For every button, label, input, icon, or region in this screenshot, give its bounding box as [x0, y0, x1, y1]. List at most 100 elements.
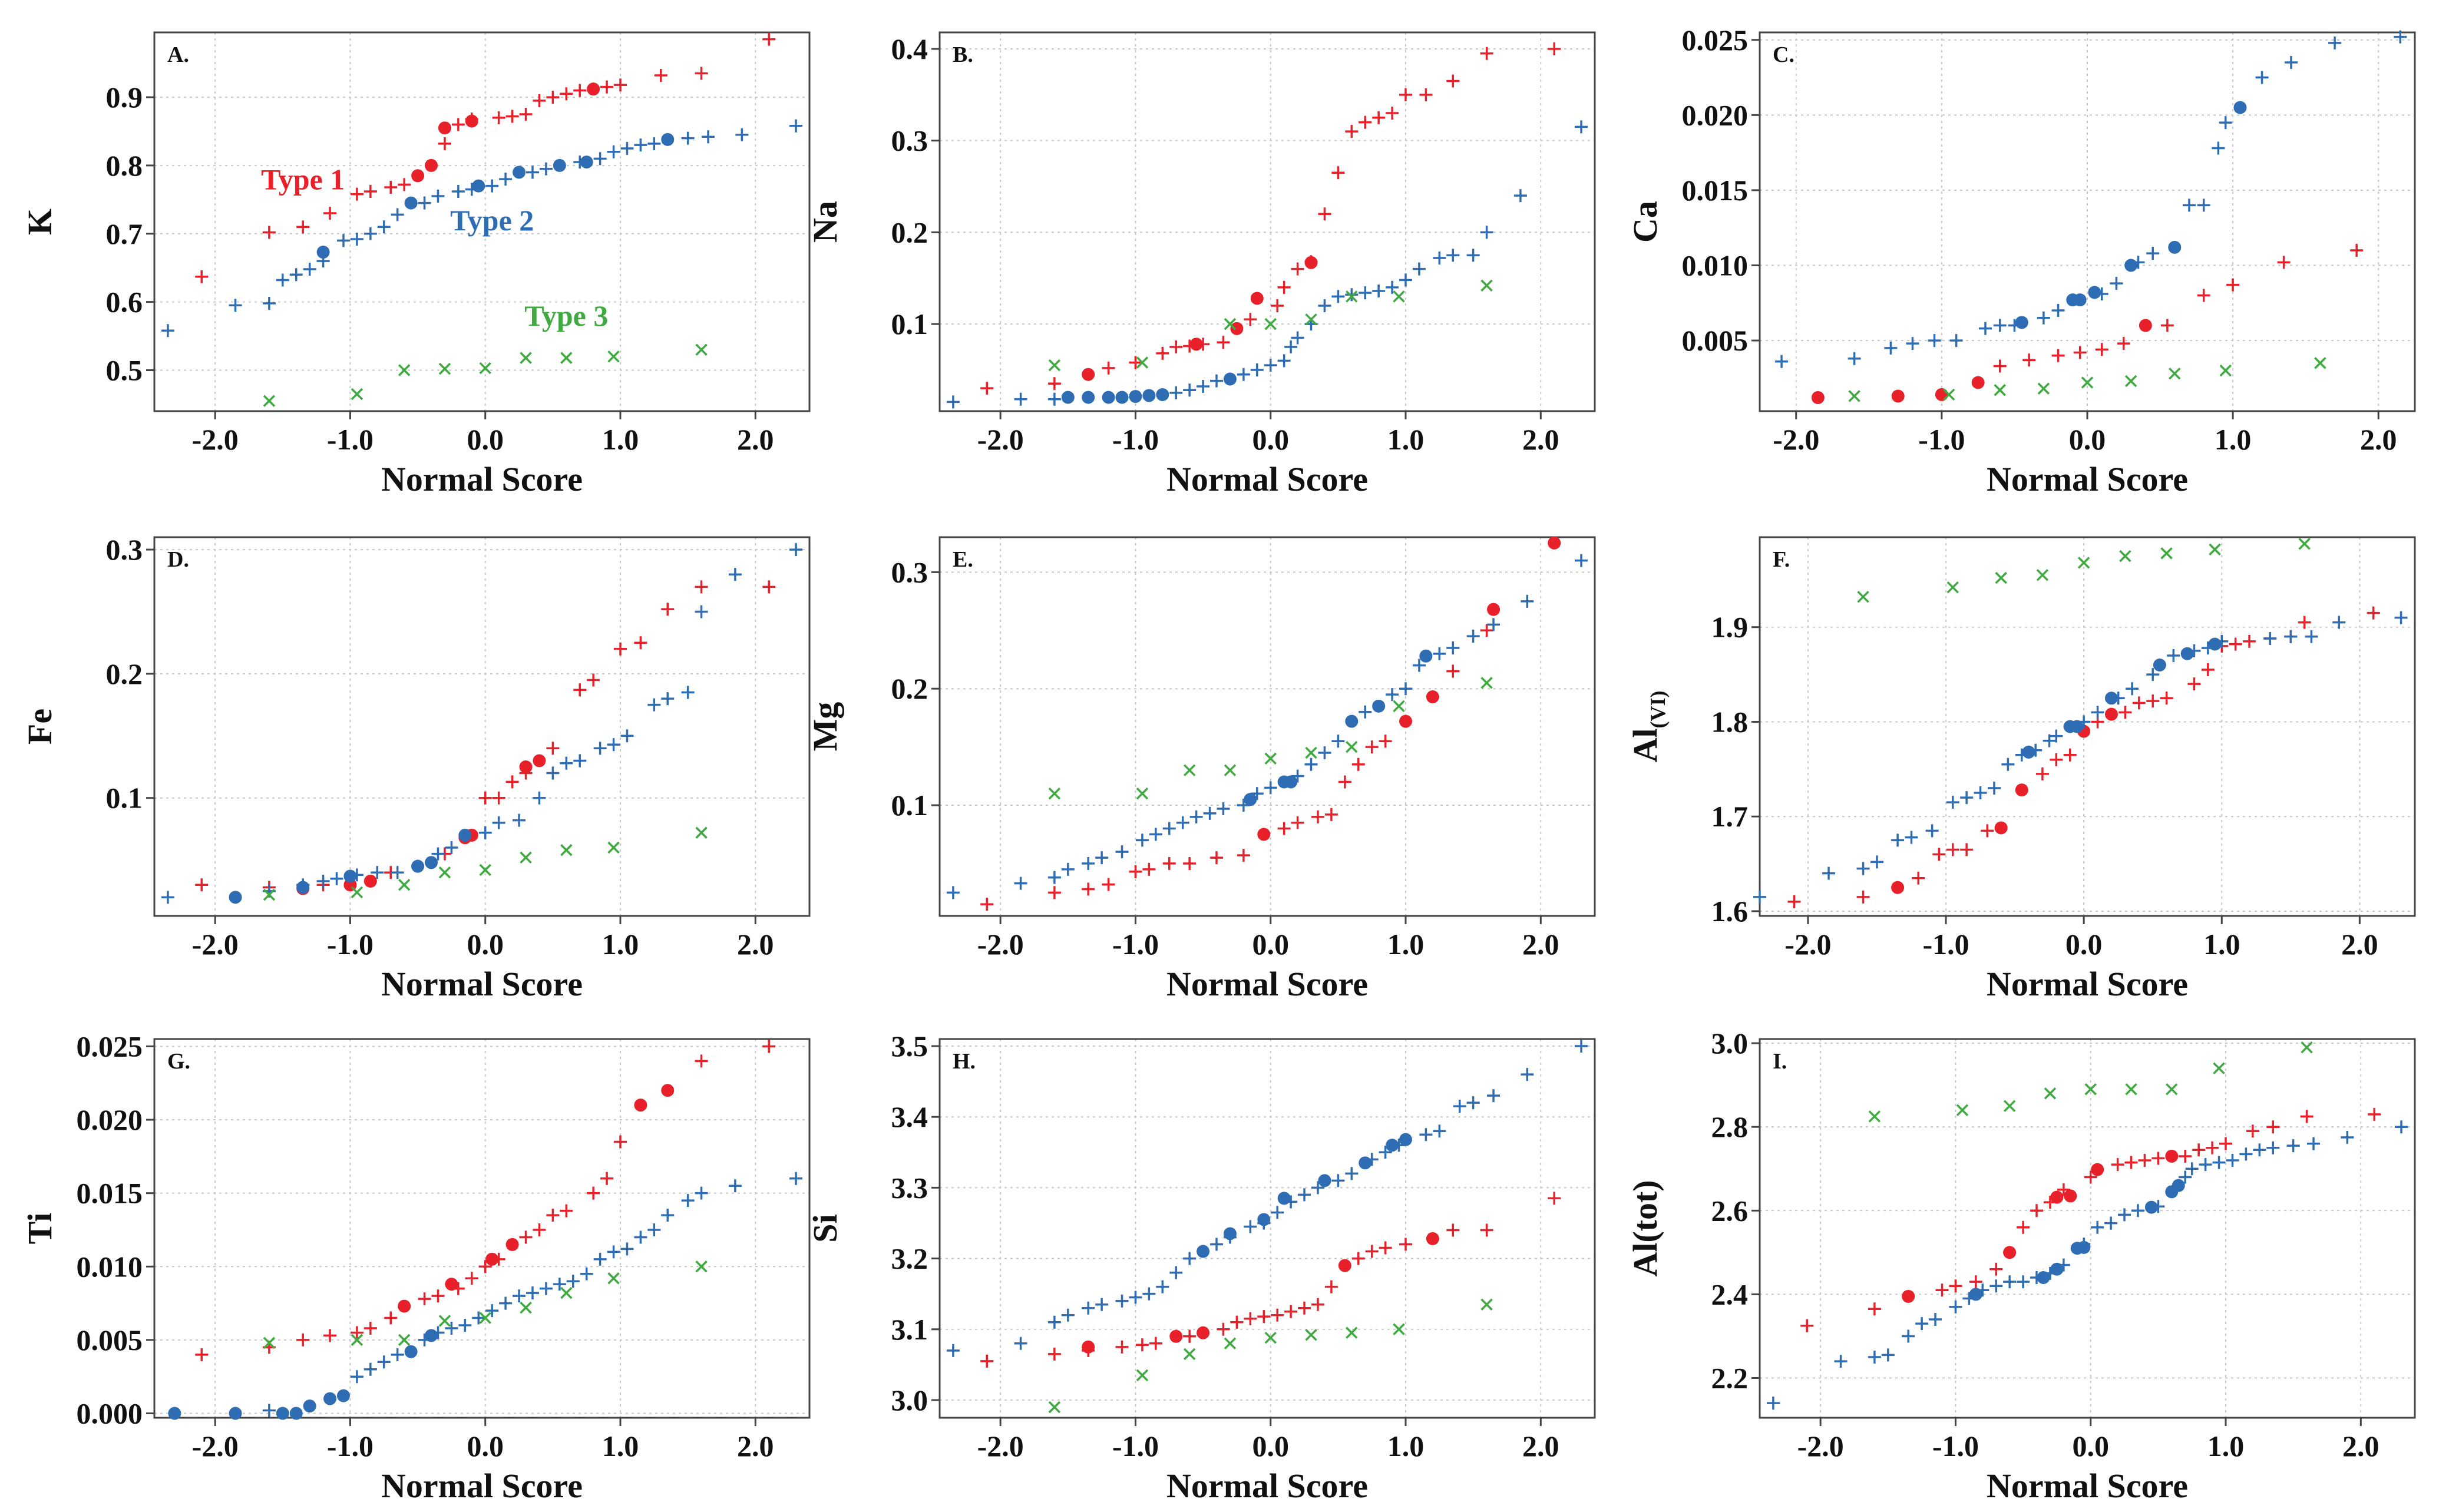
data-point-dot — [1082, 1340, 1095, 1354]
data-point-plus — [1331, 166, 1345, 180]
data-point-plus — [2095, 343, 2108, 356]
data-point-plus — [634, 636, 647, 650]
data-point-plus — [1291, 331, 1304, 345]
x-tick-label: -1.0 — [1918, 423, 1965, 456]
data-point-plus — [1129, 865, 1142, 878]
data-point-plus — [1264, 359, 1277, 372]
data-point-plus — [1446, 641, 1460, 654]
data-point-dot — [1257, 1213, 1271, 1226]
data-point-plus — [1379, 1241, 1392, 1255]
data-point-plus — [695, 580, 708, 594]
data-point-cross — [1393, 700, 1405, 713]
data-point-dot — [2003, 1246, 2017, 1259]
data-point-plus — [980, 1354, 994, 1368]
data-point-plus — [1386, 280, 1399, 294]
data-point-cross — [263, 395, 276, 407]
data-point-plus — [1521, 1068, 1534, 1081]
data-point-plus — [363, 184, 377, 198]
data-point-plus — [789, 1172, 803, 1185]
data-point-plus — [1149, 828, 1162, 841]
data-point-plus — [728, 1179, 742, 1193]
data-point-dot — [1487, 603, 1501, 616]
data-point-plus — [1575, 120, 1588, 134]
data-point-plus — [1271, 1206, 1284, 1219]
x-tick-label: 2.0 — [1522, 928, 1559, 961]
data-point-plus — [2084, 1170, 2097, 1184]
data-point-plus — [1575, 554, 1588, 567]
data-point-plus — [2179, 1149, 2192, 1163]
data-point-plus — [2126, 682, 2139, 696]
data-point-cross — [2298, 538, 2311, 550]
data-point-plus — [2035, 767, 2049, 780]
data-point-dot — [1399, 714, 1413, 728]
data-point-plus — [1974, 786, 1987, 800]
x-tick-label: -1.0 — [327, 1430, 374, 1463]
data-point-plus — [634, 138, 647, 152]
data-point-cross — [2044, 1087, 2057, 1100]
data-point-plus — [1379, 735, 1392, 748]
series-annotation: Type 3 — [524, 299, 608, 332]
data-point-plus — [1372, 284, 1386, 298]
data-point-cross — [2036, 569, 2049, 581]
x-tick-label: -1.0 — [327, 928, 374, 961]
data-point-dot — [425, 856, 438, 869]
data-point-plus — [492, 791, 505, 805]
data-point-dot — [1250, 292, 1264, 305]
data-point-plus — [519, 1230, 533, 1244]
data-point-cross — [2166, 1083, 2178, 1096]
data-point-dot — [1372, 699, 1386, 713]
data-point-plus — [2298, 616, 2311, 629]
x-tick-label: -1.0 — [1112, 1430, 1159, 1463]
y-axis-title: Si — [806, 1214, 844, 1242]
data-point-cross — [438, 362, 451, 375]
series-type-2 — [1753, 611, 2408, 904]
data-point-plus — [2239, 1147, 2253, 1161]
data-point-cross — [1305, 313, 1317, 326]
data-point-dot — [303, 1399, 316, 1413]
data-point-plus — [1884, 341, 1898, 355]
data-point-plus — [1277, 822, 1291, 835]
data-point-cross — [438, 1315, 451, 1327]
data-point-plus — [539, 1282, 553, 1295]
data-point-plus — [634, 1230, 647, 1244]
y-tick-label: 2.8 — [1711, 1110, 1749, 1143]
data-point-plus — [2001, 757, 2015, 771]
data-point-plus — [2199, 1158, 2212, 1172]
data-point-plus — [1176, 816, 1189, 829]
data-point-dot — [2153, 659, 2166, 672]
data-point-plus — [1365, 1245, 1379, 1258]
data-point-plus — [391, 1348, 404, 1361]
data-point-plus — [1047, 886, 1061, 899]
data-point-plus — [336, 234, 350, 247]
data-point-cross — [607, 841, 620, 854]
data-point-cross — [607, 1272, 620, 1285]
data-point-cross — [351, 1334, 363, 1346]
y-tick-label: 0.020 — [77, 1103, 143, 1136]
data-point-plus — [1480, 47, 1493, 60]
data-point-plus — [533, 94, 546, 107]
x-axis-title: Normal Score — [1166, 965, 1368, 1003]
data-point-plus — [1487, 1089, 1501, 1103]
data-point-dot — [1230, 322, 1244, 335]
data-point-cross — [560, 1286, 573, 1299]
data-point-dot — [1971, 376, 1985, 389]
x-tick-label: 1.0 — [1387, 423, 1425, 456]
data-point-plus — [1881, 1348, 1895, 1362]
data-point-plus — [1115, 845, 1129, 859]
data-point-plus — [2118, 706, 2132, 719]
data-point-plus — [384, 1311, 398, 1325]
data-point-plus — [1480, 226, 1493, 239]
data-point-cross — [2160, 547, 2173, 560]
data-point-plus — [1513, 189, 1527, 203]
series-type-3 — [263, 826, 708, 901]
data-point-cross — [695, 1260, 708, 1273]
data-point-plus — [1142, 1287, 1156, 1301]
data-point-dot — [2064, 1189, 2077, 1203]
data-point-dot — [2172, 1179, 2185, 1192]
data-point-plus — [1399, 1238, 1413, 1251]
data-point-plus — [1775, 355, 1789, 368]
data-point-cross — [1393, 1323, 1405, 1336]
data-point-plus — [1047, 871, 1061, 884]
data-point-cross — [1136, 788, 1149, 800]
data-point-plus — [1142, 862, 1156, 876]
